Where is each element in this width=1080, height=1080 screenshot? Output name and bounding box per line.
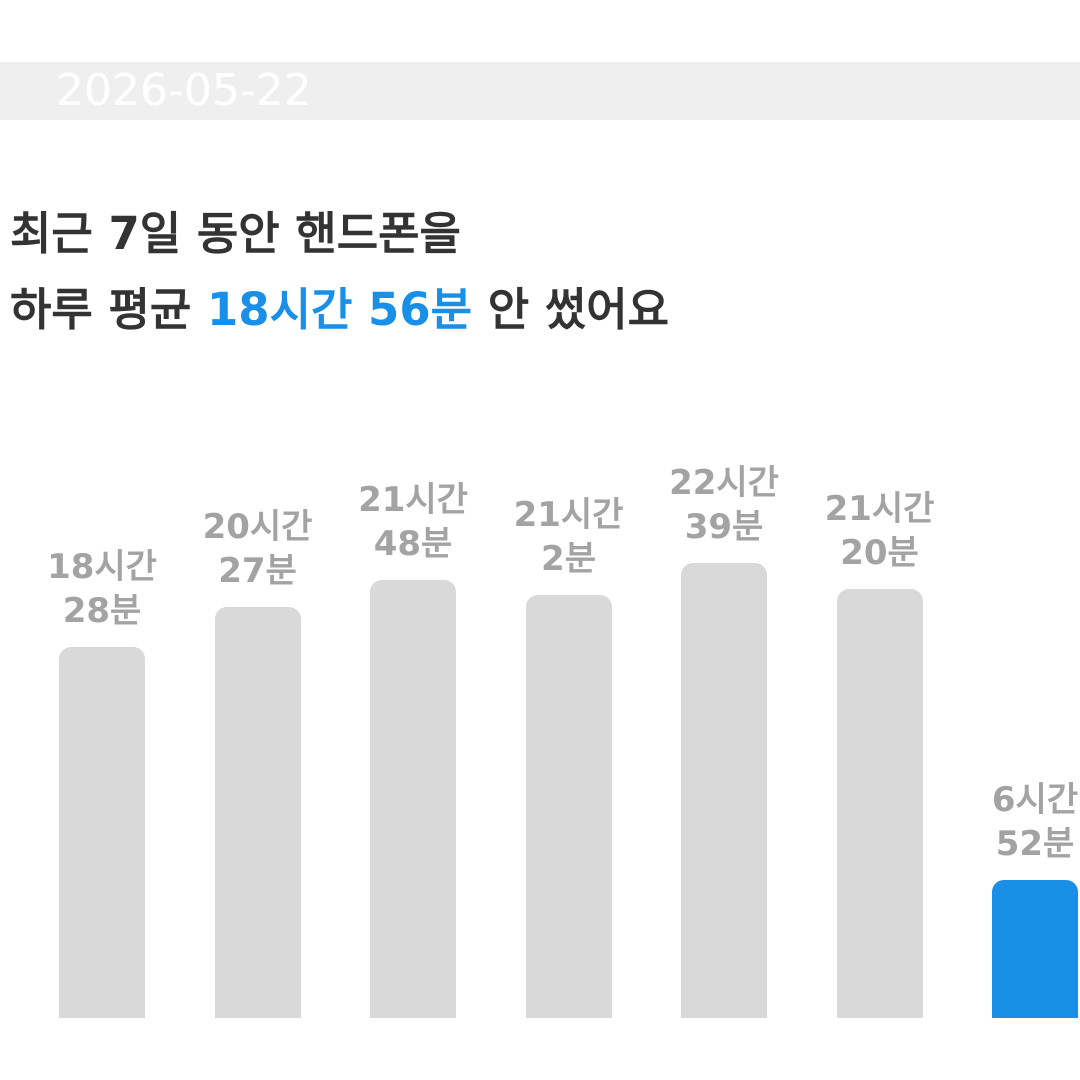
bar-value-label: 21시간 20분: [824, 489, 935, 574]
bar: [59, 646, 145, 1018]
date-band: [0, 62, 1080, 120]
headline-suffix: 안 썼어요: [487, 283, 670, 336]
bar-value-label: 20시간 27분: [202, 506, 313, 591]
bar: [681, 562, 767, 1018]
headline-highlight: 18시간 56분: [206, 283, 473, 336]
bar-value-label: 22시간 39분: [669, 462, 779, 547]
date: 2026-05-22: [56, 65, 312, 116]
bar: [214, 606, 301, 1018]
bar-value-label: 21시간 2분: [513, 495, 624, 580]
bar-value-label: 6시간 52분: [991, 779, 1079, 864]
headline-prefix: 하루 평균: [10, 283, 192, 336]
bar: [836, 589, 923, 1018]
headline-line2: 하루 평균 18시간 56분 안 썼어요: [10, 282, 669, 338]
bar: [525, 595, 612, 1018]
bar: [370, 579, 456, 1018]
headline-line1: 최근 7일 동안 핸드폰을: [10, 207, 461, 260]
bar-value-label: 18시간 28분: [47, 546, 157, 631]
bar: [992, 879, 1078, 1018]
bar-value-label: 21시간 48분: [358, 479, 468, 564]
